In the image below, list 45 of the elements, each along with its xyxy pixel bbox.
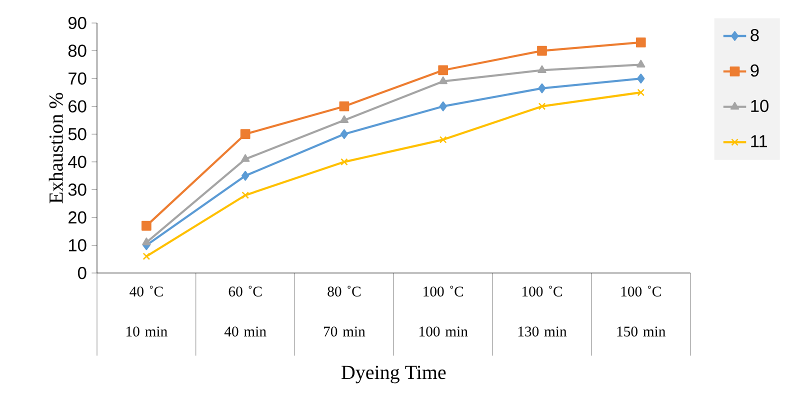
y-tick-label: 10 xyxy=(68,239,86,252)
point xyxy=(637,88,645,96)
point xyxy=(142,238,151,246)
y-tick-label: 0 xyxy=(78,266,86,280)
y-tick-label: 50 xyxy=(68,128,86,140)
point xyxy=(439,101,447,112)
legend-label: 8 xyxy=(750,28,759,42)
point xyxy=(340,115,349,124)
y-tick-label: 30 xyxy=(68,184,86,196)
point xyxy=(537,46,547,56)
category-label: 100 ˚C 100 min xyxy=(420,286,468,336)
point xyxy=(438,76,448,84)
point xyxy=(637,74,645,84)
point xyxy=(340,129,348,140)
point xyxy=(142,220,152,231)
y-tick-label: 90 xyxy=(68,16,86,30)
point xyxy=(538,65,546,74)
category-label: 100 ˚C 150 min xyxy=(617,286,666,336)
y-tick-label: 40 xyxy=(68,156,86,168)
y-tick-label: 80 xyxy=(68,44,86,57)
point xyxy=(538,102,546,110)
x-axis-title: Dyeing Time xyxy=(342,366,446,384)
point xyxy=(636,60,646,68)
y-axis-title: Exhaustion % xyxy=(48,92,63,204)
legend-label: 9 xyxy=(750,64,759,77)
category-label: 100 ˚C 130 min xyxy=(518,286,567,336)
point xyxy=(538,83,546,94)
point xyxy=(241,170,250,181)
category-label: 80 ˚C 70 min xyxy=(324,286,366,336)
point xyxy=(339,101,350,112)
point xyxy=(636,38,646,48)
legend-label: 10 xyxy=(751,100,768,112)
point xyxy=(142,252,150,260)
category-label: 60 ˚C 40 min xyxy=(224,286,266,336)
y-tick-label: 70 xyxy=(68,72,86,85)
point xyxy=(240,129,250,140)
y-tick-label: 60 xyxy=(68,100,86,112)
legend-label: 11 xyxy=(751,135,768,148)
point xyxy=(340,158,348,166)
point xyxy=(240,154,250,162)
y-tick-label: 20 xyxy=(68,211,86,224)
point xyxy=(439,136,447,144)
category-label: 40 ˚C 10 min xyxy=(126,286,168,336)
point xyxy=(242,192,250,199)
point xyxy=(438,65,448,76)
